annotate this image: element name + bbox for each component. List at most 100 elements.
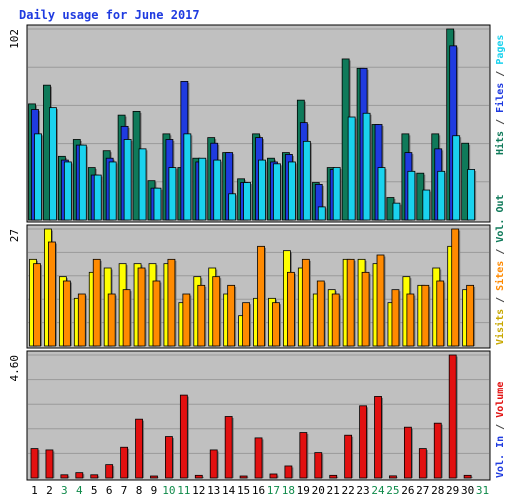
x-tick-label: 17: [267, 484, 280, 497]
bar-volume-day-30: [463, 474, 472, 479]
bar-sites-day-22: [346, 258, 355, 347]
bar-pages-day-15: [243, 182, 251, 221]
x-tick-label: 29: [446, 484, 459, 497]
legend-entry: Sites: [494, 261, 506, 291]
x-tick-label: 21: [327, 484, 340, 497]
bar-sites-day-3: [62, 280, 71, 347]
bar-volume-day-18: [284, 465, 293, 479]
bar-volume-day-11: [179, 394, 188, 479]
bar-pages-day-5: [93, 174, 102, 221]
x-tick-label: 15: [237, 484, 250, 497]
bar-volume-day-9: [150, 475, 158, 479]
bar-volume-day-28: [433, 422, 442, 479]
bar-volume-day-2: [45, 449, 54, 479]
legend-entry: /: [495, 291, 506, 309]
bar-pages-day-4: [78, 144, 87, 221]
bar-pages-day-8: [138, 148, 147, 221]
x-tick-label: 22: [341, 484, 354, 497]
bar-volume-day-12: [194, 474, 203, 479]
bar-volume-day-7: [120, 446, 129, 479]
panel-3-scale-label: 4.60: [8, 355, 21, 382]
bar-sites-day-29: [451, 228, 460, 347]
bar-pages-day-19: [302, 140, 311, 221]
legend-line-3: Vol. In / Volume: [495, 382, 506, 478]
bar-sites-day-5: [92, 258, 101, 347]
bar-volume-day-29: [448, 354, 457, 479]
bar-sites-day-14: [227, 284, 236, 347]
bar-volume-day-16: [254, 437, 263, 479]
bar-sites-day-20: [316, 280, 325, 347]
x-tick-label: 14: [222, 484, 236, 497]
x-tick-label: 24: [371, 484, 385, 497]
bar-volume-day-13: [209, 449, 218, 479]
bar-volume-day-27: [418, 448, 427, 479]
bar-pages-day-22: [347, 116, 356, 221]
x-tick-label: 11: [177, 484, 190, 497]
x-tick-label: 5: [91, 484, 98, 497]
x-tick-label: 18: [282, 484, 295, 497]
chart-title: Daily usage for June 2017: [19, 8, 200, 22]
bar-pages-day-7: [123, 139, 132, 221]
bar-volume-day-19: [299, 432, 308, 479]
legend-entry: /: [495, 243, 506, 261]
bar-pages-day-3: [63, 161, 72, 221]
x-axis-labels: 1 2 3 4 5 6 7 8 9 10 11 12 13 14 15 16 17 18 19 20 21 22 23 24 2…: [31, 484, 489, 497]
x-tick-label: 3: [61, 484, 68, 497]
bar-pages-day-18: [288, 161, 296, 221]
x-tick-label: 19: [297, 484, 310, 497]
x-tick-label: 16: [252, 484, 265, 497]
bar-sites-day-1: [33, 263, 41, 347]
bar-pages-day-6: [108, 161, 117, 221]
panel-1-scale-label: 102: [8, 29, 21, 49]
bar-sites-day-18: [287, 271, 295, 347]
bar-pages-day-10: [168, 167, 177, 221]
bar-pages-day-2: [49, 107, 57, 221]
bar-sites-day-27: [421, 284, 430, 347]
x-tick-label: 28: [431, 484, 444, 497]
bar-pages-day-27: [422, 189, 431, 221]
bar-sites-day-26: [406, 293, 415, 347]
bar-sites-day-15: [242, 302, 250, 347]
bar-volume-day-25: [389, 475, 397, 479]
bar-sites-day-21: [331, 293, 340, 347]
x-tick-label: 6: [106, 484, 113, 497]
x-tick-label: 30: [461, 484, 474, 497]
bar-pages-day-11: [183, 133, 192, 221]
bar-sites-day-7: [122, 289, 131, 347]
x-tick-label: 25: [386, 484, 399, 497]
bar-volume-day-20: [314, 452, 323, 479]
panel-3: 4.60: [8, 350, 491, 481]
bar-sites-day-30: [466, 284, 475, 347]
bar-volume-day-17: [269, 473, 278, 479]
bar-pages-day-12: [198, 157, 207, 221]
bar-pages-day-21: [332, 167, 341, 221]
bar-volume-day-3: [60, 474, 69, 479]
legend-entry: /: [495, 65, 506, 83]
series-volume: [30, 354, 473, 479]
x-tick-label: 2: [46, 484, 53, 497]
bar-volume-day-14: [224, 416, 233, 479]
bar-sites-day-25: [391, 289, 400, 347]
series-pages: [34, 107, 477, 221]
bar-sites-day-11: [182, 293, 191, 347]
x-tick-label: 9: [151, 484, 158, 497]
legend-entry: Hits: [494, 131, 506, 155]
bar-pages-day-25: [392, 202, 401, 221]
legend-line-1: Hits / Files / Pages: [494, 35, 506, 155]
bar-sites-day-10: [167, 258, 176, 347]
bar-sites-day-9: [152, 280, 161, 347]
bar-sites-day-23: [361, 271, 370, 347]
bar-sites-day-13: [212, 276, 221, 347]
bar-volume-day-5: [90, 474, 99, 479]
x-tick-label: 12: [192, 484, 205, 497]
bar-pages-day-13: [213, 159, 222, 221]
bar-volume-day-10: [165, 436, 173, 479]
panel-2-scale-label: 27: [8, 229, 21, 242]
x-tick-label: 31: [476, 484, 489, 497]
x-tick-label: 26: [401, 484, 414, 497]
bar-sites-day-28: [436, 280, 445, 347]
bar-sites-day-24: [376, 254, 385, 347]
series-sites: [33, 228, 476, 347]
bar-sites-day-6: [107, 293, 116, 347]
